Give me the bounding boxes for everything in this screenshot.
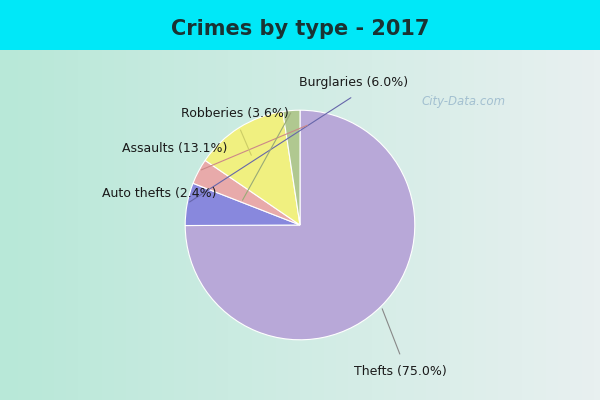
Wedge shape (185, 110, 415, 340)
Text: Assaults (13.1%): Assaults (13.1%) (122, 142, 227, 155)
Text: Auto thefts (2.4%): Auto thefts (2.4%) (101, 187, 216, 200)
Wedge shape (283, 110, 300, 225)
Wedge shape (185, 183, 300, 226)
Wedge shape (193, 160, 300, 225)
Text: Robberies (3.6%): Robberies (3.6%) (181, 107, 289, 120)
Text: City-Data.com: City-Data.com (422, 95, 506, 108)
Text: Thefts (75.0%): Thefts (75.0%) (355, 365, 447, 378)
Text: Crimes by type - 2017: Crimes by type - 2017 (171, 19, 429, 39)
Wedge shape (205, 112, 300, 225)
Text: Burglaries (6.0%): Burglaries (6.0%) (299, 76, 408, 89)
